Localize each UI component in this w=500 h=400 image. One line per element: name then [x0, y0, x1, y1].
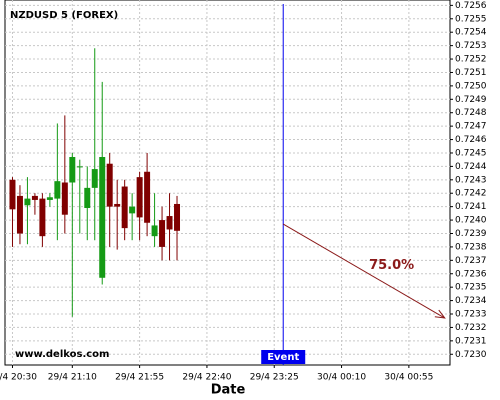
y-tick-label: 0.7250 — [455, 81, 487, 91]
x-tick-label: 29/4 22:40 — [182, 373, 231, 383]
y-tick-label: 0.7232 — [455, 323, 487, 333]
candle-body — [69, 157, 76, 183]
grid — [5, 0, 450, 365]
candle-body — [166, 216, 173, 230]
candle-body — [39, 198, 46, 237]
candle-body — [24, 198, 31, 206]
chart-title: NZDUSD 5 (FOREX) — [10, 10, 118, 21]
candle-body — [121, 186, 128, 229]
x-tick-label: 29/4 21:55 — [115, 373, 164, 383]
candle-body — [136, 177, 143, 218]
candle-body — [9, 179, 16, 210]
candle-body — [151, 225, 158, 237]
candle-body — [106, 163, 113, 207]
y-tick-label: 0.7247 — [455, 122, 487, 132]
watermark: www.delkos.com — [15, 349, 109, 360]
x-tick-label: 29/4 21:10 — [48, 373, 97, 383]
y-tick-label: 0.7230 — [455, 350, 487, 360]
candle-body — [61, 182, 68, 215]
y-tick-label: 0.7253 — [455, 41, 487, 51]
candle-body — [31, 195, 38, 200]
y-tick-label: 0.7248 — [455, 108, 487, 118]
candle-body — [174, 203, 181, 231]
candle-body — [129, 206, 136, 214]
y-tick-label: 0.7252 — [455, 55, 487, 65]
y-tick-label: 0.7246 — [455, 135, 487, 145]
y-tick-label: 0.7243 — [455, 175, 487, 185]
candle-body — [144, 171, 151, 223]
candle-body — [84, 187, 91, 208]
candle-body — [54, 181, 61, 199]
y-tick-label: 0.7234 — [455, 296, 487, 306]
y-tick-label: 0.7245 — [455, 148, 487, 158]
y-tick-label: 0.7236 — [455, 269, 487, 279]
candle-body — [114, 203, 121, 207]
y-tick-label: 0.7256 — [455, 1, 487, 11]
candle-body — [159, 220, 166, 247]
candle-body — [99, 157, 106, 278]
y-tick-label: 0.7233 — [455, 310, 487, 320]
plot-frame — [4, 0, 451, 366]
candle-body — [91, 169, 98, 188]
y-tick-label: 0.7249 — [455, 95, 487, 105]
y-tick-label: 0.7235 — [455, 283, 487, 293]
arrow-label: 75.0% — [369, 258, 414, 273]
marks — [9, 48, 181, 317]
candle-body — [76, 166, 83, 168]
x-tick-label: 29/4 23:25 — [250, 373, 299, 383]
y-tick-label: 0.7238 — [455, 242, 487, 252]
x-tick-label: 29/4 20:30 — [0, 373, 37, 383]
y-tick-label: 0.7231 — [455, 336, 487, 346]
event-label: Event — [267, 352, 299, 363]
forecast-arrow — [282, 223, 446, 319]
event-box — [261, 350, 306, 364]
y-tick-label: 0.7241 — [455, 202, 487, 212]
arrow-head — [434, 309, 446, 319]
y-tick-label: 0.7240 — [455, 216, 487, 226]
candle-body — [46, 197, 53, 200]
x-axis-label: Date — [211, 383, 246, 398]
x-tick-label: 30/4 00:10 — [317, 373, 366, 383]
y-tick-label: 0.7239 — [455, 229, 487, 239]
y-tick-label: 0.7254 — [455, 28, 487, 38]
y-tick-label: 0.7244 — [455, 162, 487, 172]
x-tick-label: 30/4 00:55 — [384, 373, 433, 383]
y-tick-label: 0.7255 — [455, 14, 487, 24]
y-tick-label: 0.7251 — [455, 68, 487, 78]
candle-body — [16, 195, 23, 234]
y-tick-label: 0.7242 — [455, 189, 487, 199]
y-tick-label: 0.7237 — [455, 256, 487, 266]
